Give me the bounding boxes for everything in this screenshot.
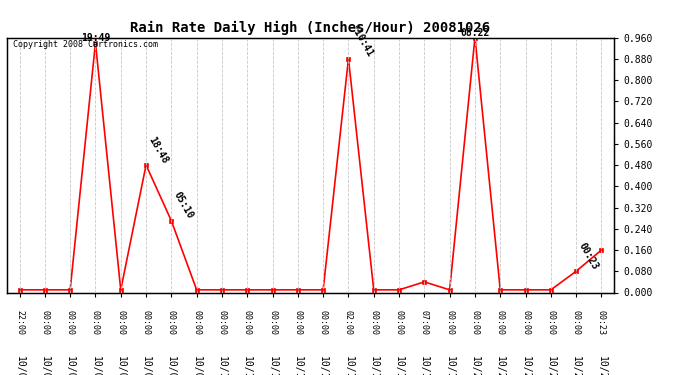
Text: 10/18: 10/18 [420, 356, 429, 375]
Text: 10/16: 10/16 [368, 356, 379, 375]
Text: 10/10: 10/10 [217, 356, 227, 375]
Text: 00:00: 00:00 [91, 310, 100, 335]
Text: 00:00: 00:00 [571, 310, 581, 335]
Text: 10/06: 10/06 [116, 356, 126, 375]
Text: 00:00: 00:00 [546, 310, 555, 335]
Text: 22:00: 22:00 [15, 310, 24, 335]
Text: 00:00: 00:00 [141, 310, 150, 335]
Text: 19:49: 19:49 [81, 33, 110, 43]
Text: *10:41: *10:41 [348, 23, 375, 59]
Text: 10/05: 10/05 [90, 356, 101, 375]
Text: 10/21: 10/21 [495, 356, 505, 375]
Text: 00:00: 00:00 [116, 310, 126, 335]
Text: 10/09: 10/09 [192, 356, 201, 375]
Text: 10/17: 10/17 [394, 356, 404, 375]
Text: 10/13: 10/13 [293, 356, 303, 375]
Text: 00:00: 00:00 [192, 310, 201, 335]
Text: 10/19: 10/19 [444, 356, 455, 375]
Text: 00:00: 00:00 [268, 310, 277, 335]
Text: 00:00: 00:00 [395, 310, 404, 335]
Text: 00:00: 00:00 [66, 310, 75, 335]
Text: 00:00: 00:00 [319, 310, 328, 335]
Text: 10/08: 10/08 [166, 356, 177, 375]
Text: 07:00: 07:00 [420, 310, 429, 335]
Text: 00:00: 00:00 [167, 310, 176, 335]
Text: 18:48: 18:48 [146, 135, 170, 165]
Text: 10/02: 10/02 [14, 356, 25, 375]
Text: 10/03: 10/03 [40, 356, 50, 375]
Text: 10/23: 10/23 [546, 356, 556, 375]
Text: Copyright 2008 Cartronics.com: Copyright 2008 Cartronics.com [13, 40, 158, 49]
Text: 10/12: 10/12 [268, 356, 277, 375]
Title: Rain Rate Daily High (Inches/Hour) 20081026: Rain Rate Daily High (Inches/Hour) 20081… [130, 21, 491, 35]
Text: 00:00: 00:00 [243, 310, 252, 335]
Text: 00:00: 00:00 [471, 310, 480, 335]
Text: 02:00: 02:00 [344, 310, 353, 335]
Text: 10/22: 10/22 [520, 356, 531, 375]
Text: 00:23: 00:23 [576, 241, 600, 271]
Text: 10/11: 10/11 [242, 356, 253, 375]
Text: 10/15: 10/15 [344, 356, 353, 375]
Text: 10/25: 10/25 [596, 356, 607, 375]
Text: 05:10: 05:10 [171, 190, 195, 221]
Text: 10/24: 10/24 [571, 356, 581, 375]
Text: 00:00: 00:00 [495, 310, 505, 335]
Text: 00:00: 00:00 [217, 310, 226, 335]
Text: 10/20: 10/20 [470, 356, 480, 375]
Text: 10/07: 10/07 [141, 356, 151, 375]
Text: 00:00: 00:00 [369, 310, 378, 335]
Text: 00:00: 00:00 [445, 310, 454, 335]
Text: 10/14: 10/14 [318, 356, 328, 375]
Text: 00:00: 00:00 [40, 310, 50, 335]
Text: 00:00: 00:00 [293, 310, 302, 335]
Text: 10/04: 10/04 [65, 356, 75, 375]
Text: 08:22: 08:22 [460, 27, 490, 38]
Text: 00:23: 00:23 [597, 310, 606, 335]
Text: 00:00: 00:00 [521, 310, 530, 335]
